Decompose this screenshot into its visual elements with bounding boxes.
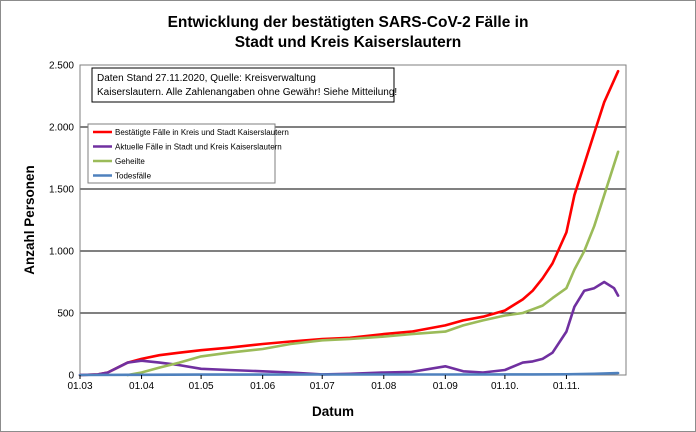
- series-line-3: [126, 150, 620, 377]
- x-tick-label: 01.04: [129, 381, 154, 392]
- x-tick-label: 01.07: [310, 381, 335, 392]
- note-box: Daten Stand 27.11.2020, Quelle: Kreisver…: [91, 67, 397, 103]
- note-box-frame: [91, 67, 395, 103]
- x-tick-label: 01.03: [67, 381, 92, 392]
- legend-label: Bestätigte Fälle in Kreis und Stadt Kais…: [115, 128, 289, 137]
- y-tick-label: 0: [68, 371, 74, 382]
- series-line-4: [78, 371, 620, 377]
- chart-title-line-1: Entwicklung der bestätigten SARS-CoV-2 F…: [168, 14, 529, 31]
- legend-label: Todesfälle: [115, 172, 152, 181]
- series-line-2: [78, 280, 620, 377]
- y-tick-label: 1.500: [49, 185, 74, 196]
- x-tick-label: 01.09: [433, 381, 458, 392]
- series-line-1: [78, 69, 620, 377]
- y-tick-label: 1.000: [49, 247, 74, 258]
- y-tick-label: 2.000: [49, 123, 74, 134]
- legend-label: Aktuelle Fälle in Stadt und Kreis Kaiser…: [115, 143, 282, 152]
- x-tick-label: 01.10.: [491, 381, 519, 392]
- y-tick-label: 2.500: [49, 61, 74, 72]
- x-tick-label: 01.05: [189, 381, 214, 392]
- x-tick-label: 01.08: [371, 381, 396, 392]
- legend: Bestätigte Fälle in Kreis und Stadt Kais…: [87, 123, 289, 184]
- y-axis-title: Anzahl Personen: [22, 165, 37, 275]
- note-line-2: Kaiserslautern. Alle Zahlenangaben ohne …: [97, 87, 397, 98]
- chart-title-line-2: Stadt und Kreis Kaiserslautern: [235, 34, 462, 51]
- x-tick-label: 01.06: [250, 381, 275, 392]
- x-tick-label: 01.11.: [553, 381, 580, 392]
- x-axis-title: Datum: [312, 404, 354, 419]
- legend-frame: [87, 123, 276, 184]
- note-line-1: Daten Stand 27.11.2020, Quelle: Kreisver…: [97, 73, 316, 84]
- legend-label: Geheilte: [115, 157, 145, 166]
- y-tick-label: 500: [57, 309, 74, 320]
- plot-area-border: [79, 64, 627, 376]
